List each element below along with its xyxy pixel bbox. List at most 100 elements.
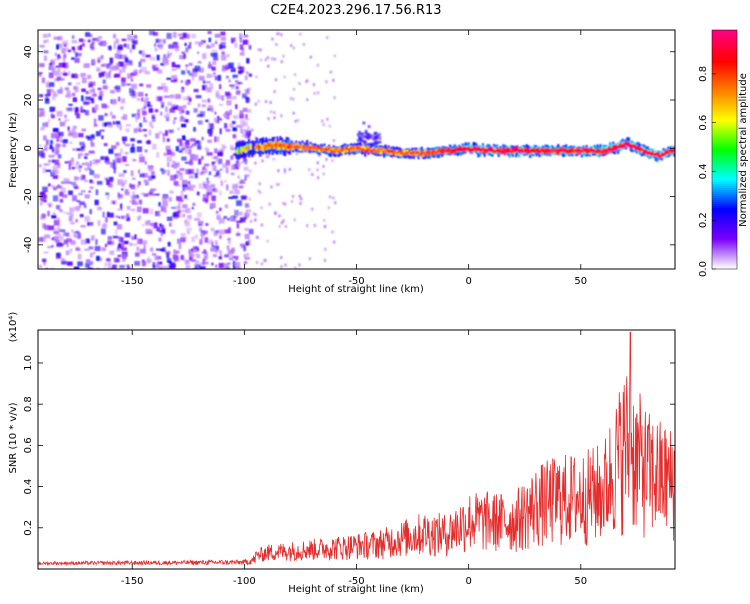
heatmap-cell (44, 98, 50, 104)
heatmap-cell (292, 87, 296, 91)
y-tick-label: 0.4 (23, 479, 34, 495)
heatmap-cell (136, 246, 140, 252)
heatmap-cell (507, 147, 510, 150)
heatmap-cell (229, 109, 232, 115)
heatmap-cell (503, 148, 507, 151)
heatmap-cell (215, 92, 219, 97)
heatmap-cell (39, 191, 46, 198)
heatmap-cell (657, 154, 660, 158)
heatmap-cell (40, 214, 43, 218)
heatmap-cell (127, 38, 133, 42)
colorbar-swatch (712, 215, 737, 218)
heatmap-cell (624, 142, 627, 146)
heatmap-cell (299, 32, 302, 36)
heatmap-cell (307, 145, 310, 148)
heatmap-cell (93, 93, 97, 96)
heatmap-cell (229, 216, 235, 221)
heatmap-cell (290, 143, 293, 147)
heatmap-cell (89, 170, 95, 176)
heatmap-cell (73, 48, 76, 53)
heatmap-cell (185, 144, 189, 149)
heatmap-cell (166, 138, 170, 142)
colorbar-swatch (712, 261, 737, 264)
heatmap-cell (455, 147, 458, 150)
heatmap-cell (185, 81, 189, 86)
colorbar-swatch (712, 35, 737, 39)
heatmap-cell (101, 103, 107, 109)
heatmap-cell (156, 248, 161, 251)
heatmap-cell (59, 229, 66, 233)
heatmap-cell (540, 150, 543, 153)
heatmap-cell (149, 30, 155, 36)
heatmap-cell (51, 185, 56, 189)
heatmap-cell (121, 188, 124, 191)
heatmap-cell (42, 167, 46, 174)
heatmap-cell (57, 163, 61, 168)
heatmap-cell (242, 107, 248, 112)
heatmap-cell (165, 106, 168, 112)
heatmap-cell (198, 41, 202, 47)
heatmap-cell (136, 216, 141, 219)
heatmap-cell (196, 191, 200, 196)
heatmap-cell (46, 202, 53, 206)
heatmap-cell (235, 256, 239, 261)
x-tick-label: -50 (348, 576, 364, 587)
heatmap-cell (638, 147, 642, 150)
colorbar-swatch (712, 195, 737, 198)
heatmap-cell (157, 261, 163, 265)
heatmap-cell (161, 102, 165, 108)
heatmap-cell (206, 181, 209, 186)
heatmap-cell (193, 249, 198, 253)
heatmap-cell (170, 152, 176, 157)
heatmap-cell (257, 189, 260, 193)
heatmap-cell (254, 213, 257, 217)
heatmap-cell (217, 95, 224, 100)
colorbar-swatch (712, 129, 737, 133)
heatmap-cell (414, 152, 417, 155)
heatmap-cell (43, 50, 49, 54)
heatmap-cell (212, 189, 218, 193)
heatmap-cell (311, 207, 314, 211)
x-tick-label: -100 (233, 276, 256, 287)
heatmap-cell (403, 150, 406, 155)
heatmap-cell (77, 46, 82, 51)
heatmap-cell (183, 181, 190, 185)
heatmap-cell (129, 183, 132, 188)
heatmap-cell (331, 148, 334, 152)
heatmap-cell (38, 237, 44, 242)
heatmap-cell (118, 96, 121, 102)
heatmap-cell (182, 204, 188, 209)
y-tick-label: 0.8 (23, 396, 34, 412)
heatmap-cell (231, 121, 236, 125)
heatmap-cell (194, 65, 201, 72)
heatmap-cell (527, 151, 530, 155)
heatmap-cell (270, 185, 273, 189)
heatmap-cell (304, 146, 307, 150)
heatmap-cell (154, 47, 158, 52)
snr-series-line (38, 331, 675, 567)
heatmap-cell (217, 158, 223, 165)
heatmap-cell (226, 245, 230, 250)
heatmap-cell (216, 214, 221, 220)
heatmap-cell (322, 123, 325, 127)
heatmap-cell (226, 53, 230, 58)
heatmap-cell (148, 167, 153, 172)
heatmap-cell (82, 98, 87, 104)
heatmap-cell (230, 164, 235, 171)
heatmap-cell (354, 146, 357, 150)
heatmap-cell (173, 162, 180, 167)
heatmap-cell (96, 68, 101, 72)
heatmap-cell (202, 194, 209, 200)
heatmap-cell (130, 195, 137, 200)
heatmap-cell (182, 135, 186, 141)
heatmap-cell (615, 145, 618, 149)
heatmap-cell (63, 178, 70, 182)
heatmap-cell (181, 156, 187, 161)
heatmap-cell (87, 222, 90, 226)
heatmap-cell (220, 180, 223, 186)
heatmap-cell (243, 34, 249, 38)
heatmap-cell (75, 230, 80, 234)
heatmap-cell (93, 124, 98, 127)
heatmap-cell (92, 107, 97, 113)
heatmap-cell (629, 140, 632, 147)
